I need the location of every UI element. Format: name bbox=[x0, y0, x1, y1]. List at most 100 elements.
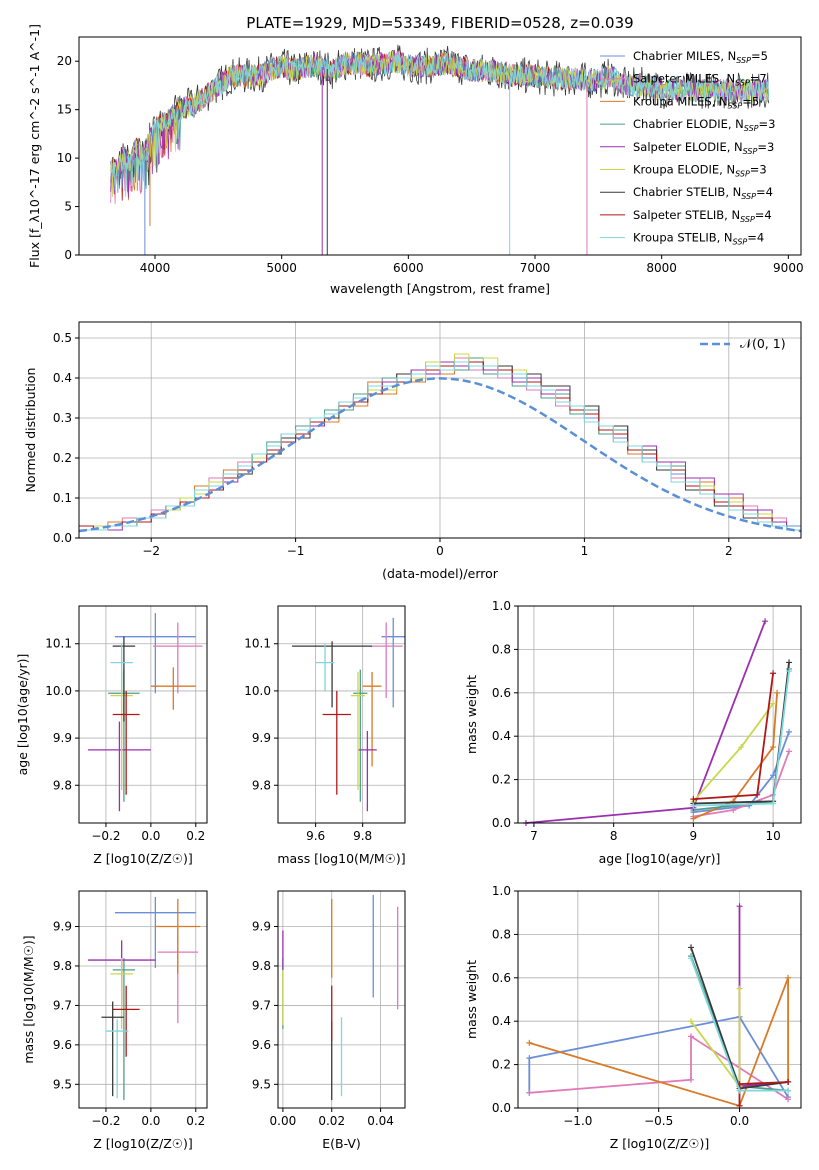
x-tick-label: −1 bbox=[287, 544, 305, 558]
y-axis-label: age [log10(age/yr)] bbox=[15, 654, 30, 776]
legend-label: Salpeter MILES, NSSP=7 bbox=[633, 72, 767, 88]
x-axis-label: (data-model)/error bbox=[382, 566, 499, 581]
mass-vs-metallicity-panel: −0.2 0.0 0.2 9.5 9.6 9.7 9.8 9.9 Z [log10(Z/Z☉)]… bbox=[21, 890, 208, 1151]
mass-weight-marker bbox=[526, 1055, 533, 1062]
spectrum-line bbox=[110, 51, 769, 197]
y-tick-label: 0.3 bbox=[53, 411, 72, 425]
mass-weight-marker bbox=[770, 670, 777, 677]
y-tick-label: 0.6 bbox=[492, 971, 511, 985]
x-tick-label: 9.6 bbox=[306, 829, 325, 843]
x-axis-label: mass [log10(M/M☉)] bbox=[277, 851, 405, 866]
x-tick-label: 0.02 bbox=[318, 1114, 345, 1128]
legend-label: Kroupa STELIB, NSSP=4 bbox=[633, 231, 764, 247]
mass-weight-marker bbox=[770, 800, 777, 807]
x-tick-label: 8 bbox=[610, 829, 618, 843]
mass-weight-marker bbox=[688, 1018, 695, 1025]
axes-frame bbox=[78, 36, 802, 256]
y-tick-label: 10.0 bbox=[244, 684, 271, 698]
figure-title: PLATE=1929, MJD=53349, FIBERID=0528, z=0… bbox=[246, 14, 633, 32]
x-tick-label: 0.2 bbox=[186, 1114, 205, 1128]
y-tick-label: 0.1 bbox=[53, 491, 72, 505]
y-tick-label: 9.7 bbox=[53, 998, 72, 1012]
y-tick-label: 1.0 bbox=[492, 599, 511, 613]
mass-weight-marker bbox=[688, 1076, 695, 1083]
mass-weight-marker bbox=[688, 1033, 695, 1040]
x-tick-label: 2 bbox=[725, 544, 733, 558]
legend-label: Salpeter ELODIE, NSSP=3 bbox=[633, 140, 774, 156]
x-tick-label: 10 bbox=[765, 829, 780, 843]
x-tick-label: 9 bbox=[690, 829, 698, 843]
y-tick-label: 20 bbox=[57, 54, 72, 68]
x-tick-label: 0.2 bbox=[186, 829, 205, 843]
y-tick-label: 9.5 bbox=[252, 1077, 271, 1091]
y-tick-label: 0.2 bbox=[53, 451, 72, 465]
y-axis-label: Normed distribution bbox=[23, 368, 38, 493]
x-tick-label: 8000 bbox=[646, 261, 677, 275]
mass-weight-marker bbox=[762, 618, 769, 625]
mass-weight-line bbox=[528, 1015, 789, 1098]
y-tick-label: 0.0 bbox=[53, 531, 72, 545]
legend-label: Salpeter STELIB, NSSP=4 bbox=[633, 208, 772, 224]
y-tick-label: 9.6 bbox=[53, 1038, 72, 1052]
y-tick-label: 9.8 bbox=[252, 778, 271, 792]
mass-weight-marker bbox=[786, 668, 793, 675]
axes-frame bbox=[517, 890, 802, 1109]
y-tick-label: 9.8 bbox=[53, 959, 72, 973]
x-axis-label: Z [log10(Z/Z☉)] bbox=[93, 851, 193, 866]
mass-weight-marker bbox=[786, 659, 793, 666]
mass-weight-marker bbox=[785, 1078, 792, 1085]
mass-weight-marker bbox=[785, 1087, 792, 1094]
y-tick-label: 0.2 bbox=[492, 773, 511, 787]
y-tick-label: 0.8 bbox=[492, 927, 511, 941]
legend-label: Chabrier MILES, NSSP=5 bbox=[633, 49, 768, 65]
mass-weight-line bbox=[529, 977, 789, 1107]
x-tick-label: 1 bbox=[581, 544, 589, 558]
y-tick-label: 9.9 bbox=[53, 731, 72, 745]
mass-weight-marker bbox=[786, 748, 793, 755]
x-tick-label: −0.5 bbox=[644, 1114, 673, 1128]
axes-frame bbox=[78, 890, 208, 1109]
y-tick-label: 1.0 bbox=[492, 884, 511, 898]
mass-weight-line bbox=[693, 692, 778, 820]
mass-weight-marker bbox=[736, 985, 743, 992]
mass-weight-marker bbox=[690, 815, 697, 822]
mass-weight-marker bbox=[690, 802, 697, 809]
mass-weight-marker bbox=[688, 944, 695, 951]
y-tick-label: 0 bbox=[64, 248, 72, 262]
x-tick-label: 0.00 bbox=[270, 1114, 297, 1128]
y-tick-label: 9.5 bbox=[53, 1077, 72, 1091]
age-vs-metallicity-panel: −0.2 0.0 0.2 9.8 9.9 10.0 10.1 Z [log10(Z/Z☉)] a… bbox=[15, 605, 208, 866]
y-tick-label: 9.8 bbox=[53, 778, 72, 792]
mass-vs-extinction-panel: 0.00 0.02 0.04 9.5 9.6 9.7 9.8 9.9 E(B-V) bbox=[252, 890, 406, 1151]
legend-label: 𝒩(0, 1) bbox=[740, 336, 786, 351]
y-tick-label: 9.7 bbox=[252, 998, 271, 1012]
x-axis-label: age [log10(age/yr)] bbox=[599, 851, 721, 866]
mass-weight-marker bbox=[690, 796, 697, 803]
mass-weight-marker bbox=[526, 1039, 533, 1046]
legend-label: Kroupa ELODIE, NSSP=3 bbox=[633, 163, 767, 179]
y-tick-label: 10.1 bbox=[244, 637, 271, 651]
mass-weight-marker bbox=[774, 689, 781, 696]
y-tick-label: 5 bbox=[64, 200, 72, 214]
y-tick-label: 0.2 bbox=[492, 1058, 511, 1072]
mass-weight-marker bbox=[786, 728, 793, 735]
y-tick-label: 9.6 bbox=[252, 1038, 271, 1052]
y-tick-label: 0.4 bbox=[53, 371, 72, 385]
y-tick-label: 10 bbox=[57, 151, 72, 165]
y-tick-label: 10.0 bbox=[45, 684, 72, 698]
x-tick-label: 0.0 bbox=[141, 1114, 160, 1128]
y-axis-label: mass [log10(M/M☉)] bbox=[21, 935, 36, 1063]
x-tick-label: 0.0 bbox=[141, 829, 160, 843]
axes-frame bbox=[277, 890, 406, 1109]
y-tick-label: 9.9 bbox=[53, 920, 72, 934]
mass-weight-marker bbox=[754, 791, 761, 798]
y-axis-label: mass weight bbox=[464, 675, 479, 754]
mass-weight-marker bbox=[785, 974, 792, 981]
x-axis-label: Z [log10(Z/Z☉)] bbox=[610, 1136, 710, 1151]
y-tick-label: 0.8 bbox=[492, 642, 511, 656]
x-tick-label: −0.2 bbox=[91, 829, 120, 843]
spectrum-panel: 4000 5000 6000 7000 8000 9000 0 5 10 15 20 waveleng… bbox=[27, 24, 804, 296]
axes-frame bbox=[277, 605, 406, 824]
mass-weight-line bbox=[692, 703, 774, 802]
residual-histogram-panel: −2 −1 0 1 2 0.0 0.1 0.2 0.3 0.4 0.5 (data-model)/er… bbox=[23, 321, 802, 581]
